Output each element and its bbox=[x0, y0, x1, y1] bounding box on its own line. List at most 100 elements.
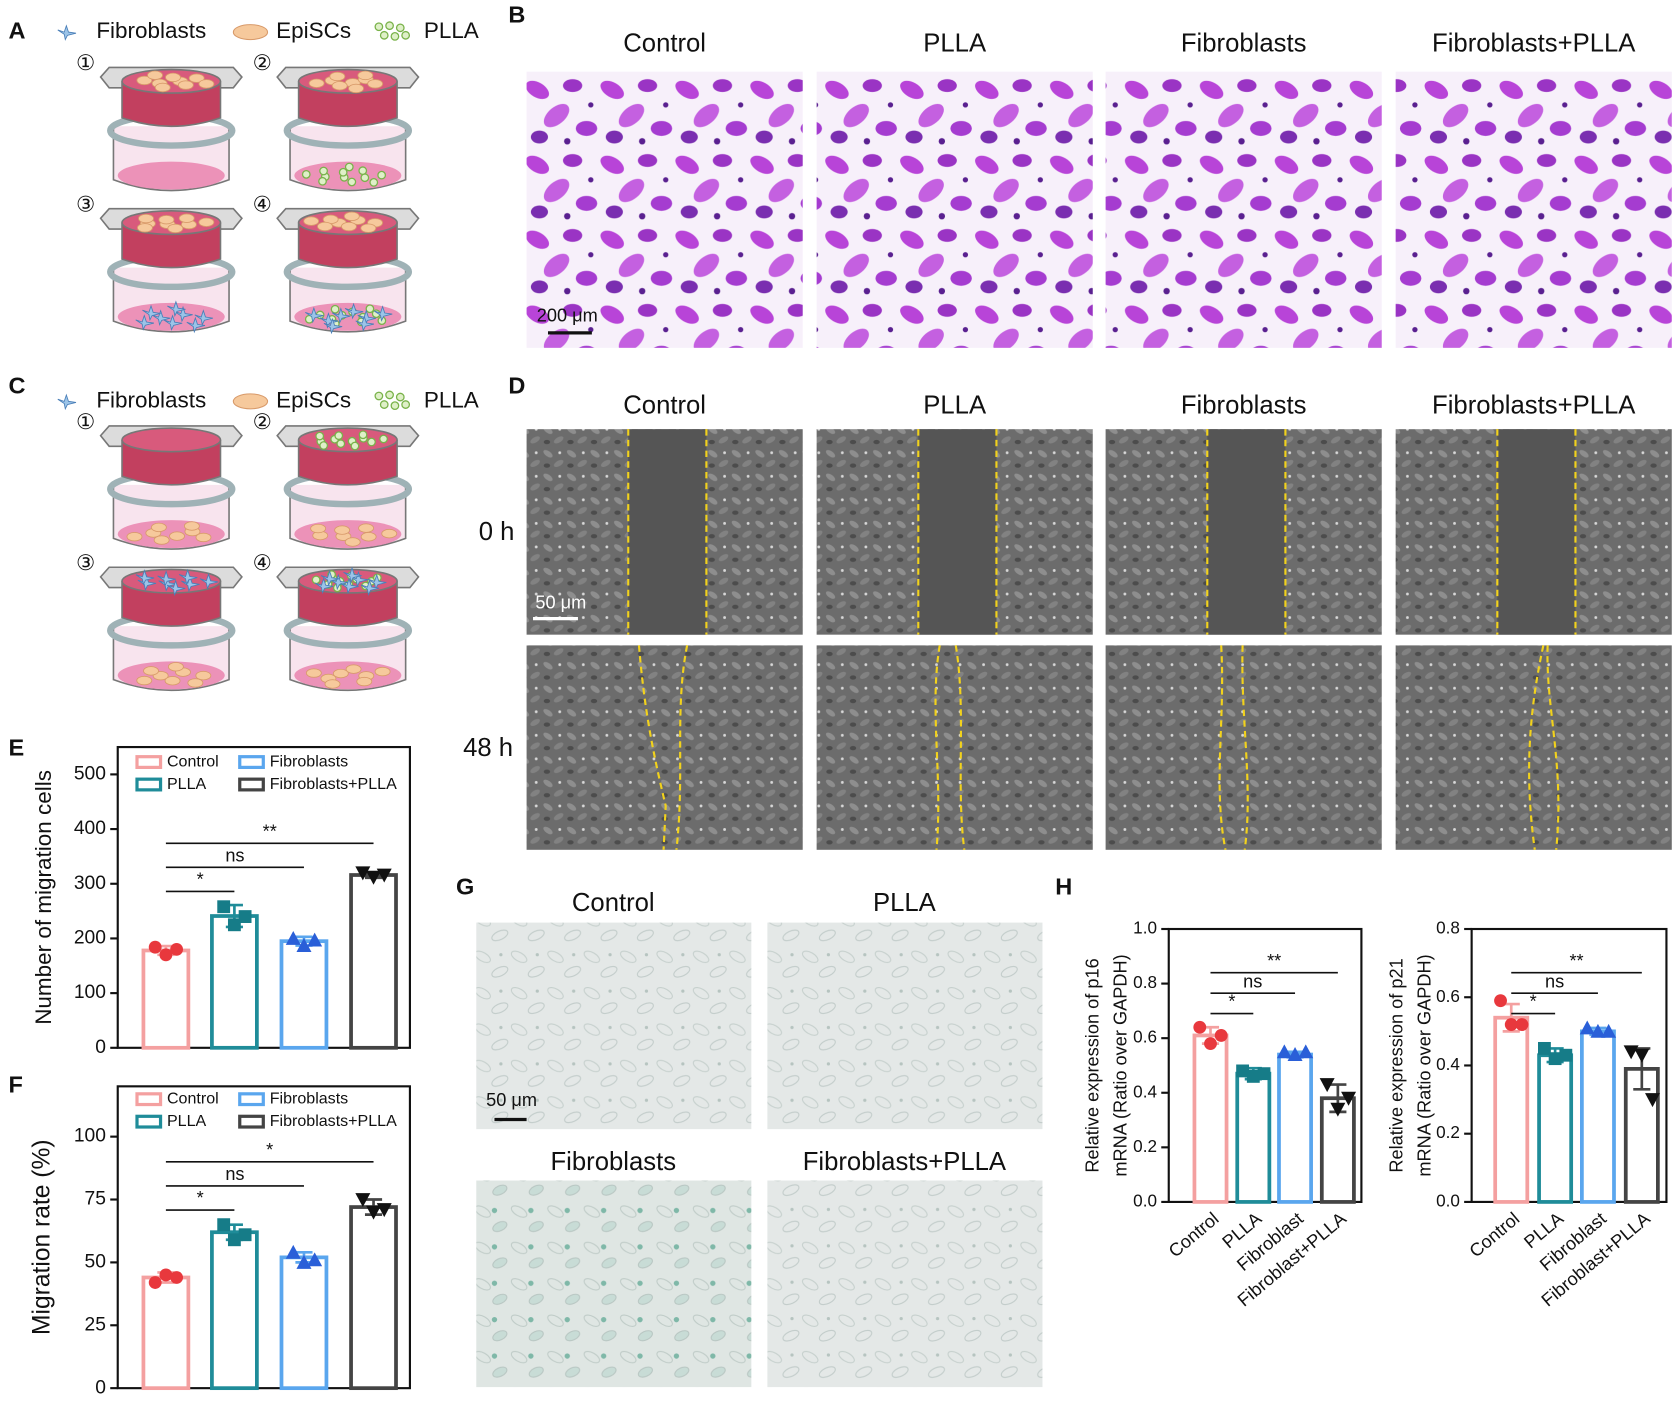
significance-label: ** bbox=[1569, 951, 1583, 971]
legend-swatch bbox=[135, 777, 163, 792]
plla-particle bbox=[315, 431, 325, 441]
micrograph bbox=[476, 922, 752, 1130]
significance-label: * bbox=[266, 1140, 273, 1160]
data-point bbox=[1236, 1064, 1250, 1078]
episc-cell bbox=[187, 678, 204, 688]
fibroblast-cell bbox=[323, 317, 343, 335]
fibroblast-cell bbox=[167, 300, 186, 317]
micrograph bbox=[1395, 71, 1672, 348]
data-point bbox=[355, 866, 371, 881]
bar bbox=[349, 1205, 398, 1391]
data-point bbox=[285, 1244, 301, 1259]
significance-label: ** bbox=[263, 821, 277, 841]
group-title: Fibroblasts bbox=[1181, 391, 1307, 419]
y-tick-label: 1.0 bbox=[1133, 919, 1157, 938]
episc-cell bbox=[178, 213, 195, 223]
data-point bbox=[148, 940, 162, 954]
legend-swatch bbox=[238, 1114, 265, 1129]
legend-swatch bbox=[238, 1092, 265, 1107]
group-title: Control bbox=[623, 391, 706, 419]
scratch-gap bbox=[1497, 429, 1576, 635]
data-point bbox=[227, 1233, 241, 1247]
data-point bbox=[1579, 1020, 1595, 1035]
data-point bbox=[1257, 1067, 1271, 1081]
scratch-gap bbox=[628, 429, 707, 635]
data-point bbox=[1193, 1020, 1207, 1034]
plla-particle bbox=[379, 400, 389, 409]
legend-label: Control bbox=[167, 1089, 219, 1107]
wound-edge bbox=[675, 645, 689, 850]
fibroblast-cell bbox=[343, 566, 362, 584]
significance-label: * bbox=[1530, 992, 1537, 1012]
episc-cell bbox=[331, 81, 348, 91]
legend-label: Fibroblasts bbox=[96, 18, 206, 43]
transwell-dish bbox=[101, 426, 242, 549]
well-number: ③ bbox=[76, 551, 95, 576]
episc-cell bbox=[165, 72, 181, 83]
wound-edge bbox=[1528, 645, 1545, 850]
episc-icon bbox=[232, 24, 269, 41]
y-axis-label: mRNA (Ratio over GAPDH) bbox=[1414, 954, 1434, 1176]
group-title: Fibroblasts+PLLA bbox=[1432, 391, 1636, 419]
episc-cell bbox=[136, 75, 153, 86]
wound-edge bbox=[934, 645, 941, 850]
episc-cell bbox=[344, 537, 361, 547]
panel-letter: F bbox=[9, 1072, 23, 1098]
legend-label: Fibroblasts bbox=[270, 752, 348, 770]
episc-cell bbox=[343, 211, 360, 222]
episc-cell bbox=[169, 531, 185, 541]
episc-cell bbox=[308, 78, 325, 88]
y-tick-label: 0.4 bbox=[1436, 1055, 1460, 1074]
legend-label: PLLA bbox=[424, 387, 479, 412]
episc-cell bbox=[358, 523, 375, 533]
y-tick-label: 200 bbox=[74, 928, 106, 949]
bar bbox=[210, 1230, 259, 1391]
row-label: 0 h bbox=[479, 518, 515, 546]
data-point bbox=[159, 948, 173, 962]
fibroblast-cell bbox=[163, 314, 183, 331]
transwell-dish bbox=[101, 567, 242, 690]
bar bbox=[210, 914, 259, 1050]
data-point bbox=[159, 1268, 173, 1282]
significance-label: ns bbox=[225, 845, 244, 865]
transwell-dish bbox=[277, 209, 418, 333]
y-tick-label: 400 bbox=[74, 818, 106, 839]
data-point bbox=[376, 868, 392, 883]
fibroblast-cell bbox=[57, 393, 77, 411]
bar bbox=[279, 939, 329, 1050]
fibroblast-cell bbox=[305, 306, 324, 324]
scale-bar-label: 200 μm bbox=[537, 306, 598, 326]
episc-cell bbox=[324, 679, 341, 689]
plla-particle bbox=[367, 437, 376, 447]
x-tick-label: Control bbox=[1466, 1208, 1524, 1261]
plot-frame bbox=[116, 745, 411, 1049]
y-tick-label: 75 bbox=[85, 1189, 106, 1210]
plla-particle bbox=[318, 176, 327, 186]
legend-label: Fibroblasts bbox=[270, 1089, 348, 1107]
well-number: ② bbox=[253, 410, 272, 435]
micrograph bbox=[526, 71, 803, 348]
data-point bbox=[376, 1203, 392, 1218]
y-tick-label: 0.6 bbox=[1133, 1028, 1157, 1047]
episc-cell bbox=[195, 670, 212, 681]
y-tick-label: 0.2 bbox=[1133, 1137, 1157, 1156]
episc-cell bbox=[164, 676, 181, 686]
episc-cell bbox=[167, 662, 184, 672]
data-point bbox=[355, 1193, 371, 1208]
significance-label: ns bbox=[225, 1164, 244, 1184]
episc-cell bbox=[381, 528, 398, 539]
plla-particle bbox=[338, 167, 348, 177]
episc-cell bbox=[126, 531, 143, 542]
plla-particle bbox=[311, 575, 321, 585]
legend-icons bbox=[57, 390, 411, 411]
data-point bbox=[148, 1276, 162, 1289]
bar bbox=[1493, 1015, 1530, 1204]
data-point bbox=[1634, 1048, 1650, 1063]
panel-letter: G bbox=[456, 874, 474, 900]
legend-label: PLLA bbox=[167, 1112, 207, 1130]
fibroblast-cell bbox=[314, 577, 334, 595]
plla-particle bbox=[379, 434, 388, 444]
data-point bbox=[217, 900, 231, 914]
